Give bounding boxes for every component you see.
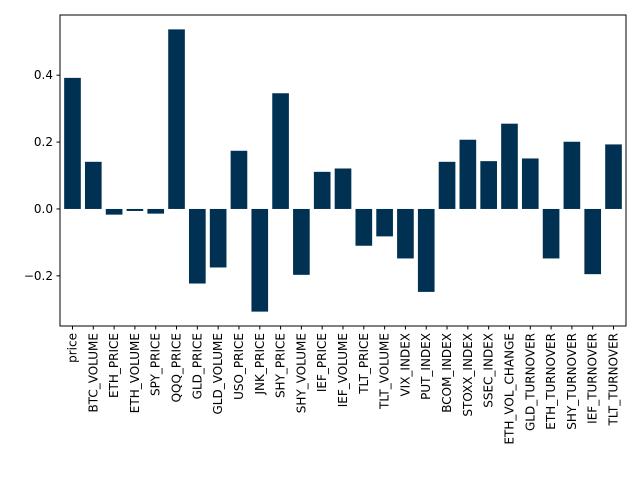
x-tick-label: GLD_VOLUME — [211, 333, 225, 414]
bars-group — [64, 29, 622, 312]
x-tick-label: USO_PRICE — [232, 333, 246, 400]
x-tick-label: ETH_VOL_CHANGE — [502, 333, 516, 445]
y-tick-label: 0.2 — [34, 135, 53, 149]
x-tick-label: IEF_PRICE — [315, 333, 329, 392]
x-tick-label: SSEC_INDEX — [482, 333, 496, 408]
x-tick-label: TLT_VOLUME — [378, 333, 392, 410]
x-tick-label: GLD_PRICE — [190, 333, 204, 399]
x-tick-label: STOXX_INDEX — [461, 333, 475, 417]
bar-ief-price — [313, 171, 331, 209]
y-tick-label: 0.0 — [34, 202, 53, 216]
bar-shy-price — [272, 93, 289, 209]
bar-eth-turnover — [542, 208, 560, 259]
bar-qqq-price — [168, 29, 185, 209]
bar-eth-volume — [126, 208, 144, 211]
bar-shy-turnover — [563, 141, 581, 209]
x-tick-label: SHY_TURNOVER — [565, 333, 579, 430]
x-tick-label: SHY_VOLUME — [294, 333, 308, 413]
bar-ssec-index — [480, 161, 497, 209]
x-tick-label: BTC_VOLUME — [86, 333, 100, 413]
x-tick-label: BCOM_INDEX — [440, 333, 454, 413]
x-tick-label: VIX_INDEX — [398, 333, 412, 397]
bar-gld-price — [189, 208, 206, 284]
x-tick-label: TLT_TURNOVER — [607, 333, 621, 426]
x-tick-label: TLT_PRICE — [357, 333, 371, 395]
bar-shy-volume — [293, 208, 310, 275]
bar-stoxx-index — [459, 139, 477, 209]
x-tick-label: price — [65, 333, 79, 363]
bar-put-index — [417, 208, 435, 292]
bar-vix-index — [397, 208, 414, 259]
x-tick-label: QQQ_PRICE — [170, 333, 184, 402]
y-axis: −0.2 0.0 0.2 0.4 — [24, 68, 60, 283]
bar-ief-turnover — [584, 208, 602, 275]
x-axis: price BTC_VOLUME ETH_PRICE ETH_VOLUME SPY_PR… — [65, 326, 621, 445]
x-tick-label: ETH_VOLUME — [128, 333, 142, 413]
y-tick-label: 0.4 — [34, 68, 53, 82]
bar-eth-vol-change — [501, 123, 518, 209]
x-tick-label: PUT_INDEX — [419, 333, 433, 400]
bar-jnk-price — [251, 208, 269, 312]
x-tick-label: IEF_TURNOVER — [586, 333, 600, 424]
x-tick-label: SPY_PRICE — [149, 333, 163, 396]
bar-price — [64, 77, 81, 209]
x-tick-label: GLD_TURNOVER — [523, 333, 537, 431]
plot-frame — [59, 14, 627, 327]
bar-bcom-index — [438, 161, 456, 209]
bar-spy-price — [147, 208, 165, 214]
bar-uso-price — [230, 150, 248, 209]
bar-tlt-turnover — [605, 144, 622, 209]
bar-eth-price — [105, 208, 123, 215]
bar-ief-volume — [334, 168, 352, 209]
x-tick-label: ETH_PRICE — [107, 333, 121, 398]
x-tick-label: SHY_PRICE — [274, 333, 288, 398]
y-tick-label: −0.2 — [24, 269, 53, 283]
bar-gld-turnover — [521, 158, 539, 209]
x-tick-label: JNK_PRICE — [253, 333, 267, 395]
x-tick-label: IEF_VOLUME — [336, 333, 350, 407]
x-tick-label: ETH_TURNOVER — [544, 333, 558, 430]
bar-tlt-price — [355, 208, 373, 246]
bar-tlt-volume — [376, 208, 393, 237]
bar-gld-volume — [209, 208, 227, 268]
bar-btc-volume — [84, 161, 102, 209]
